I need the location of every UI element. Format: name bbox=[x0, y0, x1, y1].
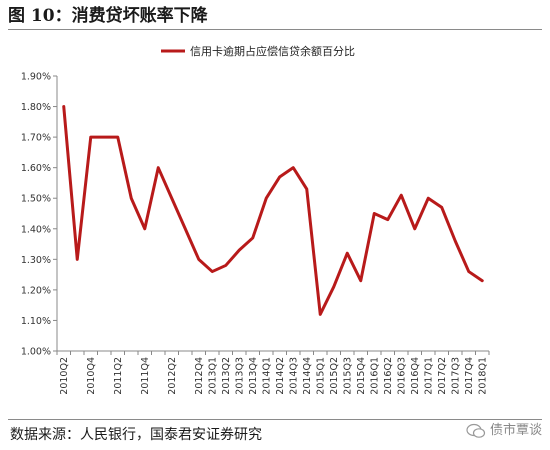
footer-divider bbox=[8, 419, 542, 420]
x-tick-label: 2017Q4 bbox=[464, 357, 475, 395]
watermark-text: 债市覃谈 bbox=[489, 423, 542, 438]
y-tick-label: 1.70% bbox=[21, 133, 51, 144]
source-note: 数据来源：人民银行，国泰君安证券研究 bbox=[10, 427, 262, 443]
legend-label: 信用卡逾期占应偿信贷余额百分比 bbox=[190, 44, 355, 58]
watermark: 债市覃谈 bbox=[466, 421, 542, 441]
y-tick-label: 1.90% bbox=[21, 72, 51, 83]
x-axis-ticks: 2010Q2 2010Q4 2011Q2 2011Q4 2012Q2 2012Q4 2013… bbox=[56, 351, 490, 395]
x-tick-label: 2013Q2 bbox=[221, 357, 232, 395]
y-tick-label: 1.10% bbox=[21, 316, 51, 327]
y-tick-label: 1.00% bbox=[21, 347, 51, 358]
x-tick-label: 2018Q1 bbox=[477, 357, 488, 395]
x-tick-label: 2016Q1 bbox=[369, 357, 380, 395]
x-tick-label: 2010Q2 bbox=[59, 357, 70, 395]
y-tick-label: 1.20% bbox=[21, 285, 51, 296]
y-tick-label: 1.50% bbox=[21, 194, 51, 205]
x-tick-label: 2012Q4 bbox=[194, 357, 205, 395]
x-tick-label: 2015Q2 bbox=[329, 357, 340, 395]
x-tick-label: 2016Q2 bbox=[383, 357, 394, 395]
x-tick-label: 2011Q4 bbox=[140, 357, 151, 395]
x-tick-label: 2017Q2 bbox=[437, 357, 448, 395]
y-tick-label: 1.80% bbox=[21, 102, 51, 113]
y-tick-label: 1.40% bbox=[21, 224, 51, 235]
x-tick-label: 2012Q2 bbox=[167, 357, 178, 395]
x-tick-label: 2017Q3 bbox=[450, 357, 461, 395]
chart-legend: 信用卡逾期占应偿信贷余额百分比 bbox=[161, 44, 355, 58]
y-axis-ticks: 1.00% 1.10% 1.20% 1.30% 1.40% 1.50% 1.60% 1.70%… bbox=[21, 72, 57, 358]
x-tick-label: 2010Q4 bbox=[86, 357, 97, 395]
x-tick-label: 2016Q4 bbox=[410, 357, 421, 395]
x-tick-label: 2016Q3 bbox=[396, 357, 407, 395]
y-tick-label: 1.30% bbox=[21, 255, 51, 266]
x-tick-label: 2013Q1 bbox=[207, 357, 218, 395]
x-tick-label: 2015Q1 bbox=[315, 357, 326, 395]
x-tick-label: 2014Q4 bbox=[302, 357, 313, 395]
x-tick-label: 2011Q2 bbox=[113, 357, 124, 395]
x-tick-label: 2013Q3 bbox=[234, 357, 245, 395]
x-tick-label: 2015Q3 bbox=[342, 357, 353, 395]
x-tick-label: 2014Q1 bbox=[261, 357, 272, 395]
x-tick-label: 2015Q4 bbox=[356, 357, 367, 395]
wechat-icon bbox=[466, 423, 486, 438]
figure-title: 图 10：消费贷坏账率下降 bbox=[8, 3, 542, 30]
x-tick-label: 2014Q2 bbox=[275, 357, 286, 395]
y-tick-label: 1.60% bbox=[21, 163, 51, 174]
chart-axes bbox=[56, 76, 489, 352]
series-layer bbox=[62, 105, 484, 316]
x-tick-label: 2017Q1 bbox=[423, 357, 434, 395]
series-line-0 bbox=[62, 105, 484, 316]
x-tick-label: 2014Q3 bbox=[288, 357, 299, 395]
x-tick-label: 2013Q4 bbox=[248, 357, 259, 395]
